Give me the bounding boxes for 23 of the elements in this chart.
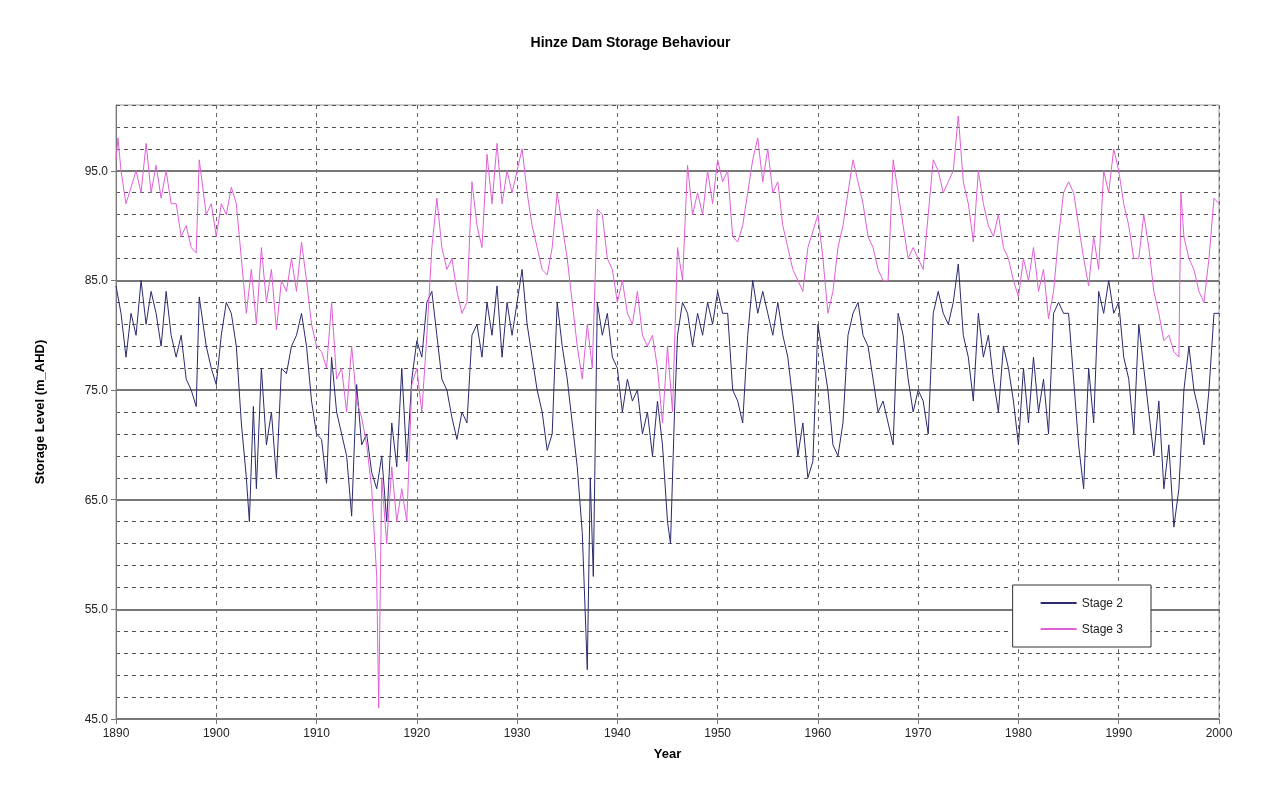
y-tick-label: 75.0 — [84, 383, 109, 398]
y-tick-label: 55.0 — [84, 602, 109, 617]
x-tick-label: 1920 — [403, 726, 431, 740]
x-tick-label: 1890 — [102, 726, 130, 740]
y-tick-label: 45.0 — [84, 712, 109, 726]
x-tick-label: 1990 — [1105, 726, 1133, 740]
y-tick-label: 95.0 — [84, 163, 109, 178]
x-tick-label: 1970 — [904, 726, 932, 740]
x-tick-label: 1930 — [503, 726, 531, 740]
x-tick-label: 1900 — [202, 726, 230, 740]
legend-label: Stage 3 — [1081, 622, 1124, 636]
y-axis-title: Storage Level (m_AHD) — [32, 339, 47, 485]
x-tick-label: 1910 — [303, 726, 331, 740]
x-tick-label: 1940 — [604, 726, 632, 740]
y-tick-label: 85.0 — [84, 273, 109, 288]
chart-title: Hinze Dam Storage Behaviour — [530, 34, 732, 50]
legend-label: Stage 2 — [1081, 596, 1124, 610]
x-tick-label: 1980 — [1005, 726, 1033, 740]
x-tick-label: 1950 — [704, 726, 732, 740]
x-axis-title: Year — [653, 746, 682, 761]
x-tick-label: 1960 — [804, 726, 832, 740]
y-tick-label: 65.0 — [84, 492, 109, 507]
x-tick-label: 2000 — [1205, 726, 1233, 740]
